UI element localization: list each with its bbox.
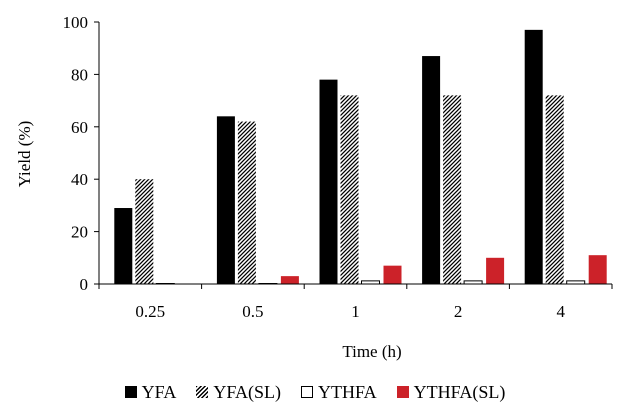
bar-yfa-sl--0.5 — [237, 121, 256, 284]
bar-yfa-sl--4 — [545, 95, 564, 284]
bar-yfa-2 — [422, 56, 441, 285]
y-tick-label: 40 — [71, 170, 88, 189]
legend-label: YFA(SL) — [213, 381, 281, 402]
plot-area — [98, 22, 612, 285]
legend-item: YFA(SL) — [196, 382, 281, 403]
x-tick-label: 0.5 — [242, 302, 263, 321]
y-tick-label: 80 — [71, 65, 88, 84]
legend-label: YTHFA(SL) — [413, 381, 506, 402]
legend-item: YFA — [124, 381, 177, 403]
y-tick-label: 20 — [71, 223, 88, 242]
x-tick-label: 0.25 — [135, 302, 165, 321]
bar-yfa-0.25 — [114, 208, 133, 284]
legend-item: YTHFA(SL) — [396, 381, 506, 403]
x-tick-label: 2 — [454, 302, 463, 321]
bar-ythfa-sl--2 — [486, 257, 505, 284]
legend-item: YTHFA — [301, 382, 377, 403]
legend-label: YTHFA — [318, 381, 377, 402]
legend-swatch — [396, 386, 409, 398]
bar-ythfa-sl--4 — [588, 255, 607, 284]
y-axis-title: Yield (%) — [15, 121, 34, 188]
x-tick-label: 4 — [556, 302, 565, 321]
bar-yfa-4 — [524, 29, 543, 284]
y-tick-label: 0 — [80, 275, 89, 294]
bar-yfa-sl--0.25 — [135, 179, 154, 284]
legend-swatch — [124, 386, 137, 398]
legend-swatch — [301, 386, 313, 398]
bar-ythfa-sl--0.5 — [280, 276, 299, 284]
bar-yfa-0.5 — [216, 116, 235, 284]
x-tick-label: 1 — [351, 302, 360, 321]
bar-chart: 0 20 40 60 80 100 0.25 0.5 1 2 4 Yield (%) Time (… — [15, 13, 613, 361]
legend-label: YFA — [141, 381, 177, 402]
x-axis-ticks: 0.25 0.5 1 2 4 — [98, 284, 613, 321]
bar-yfa-sl--2 — [443, 95, 462, 284]
legend: YFA YFA(SL) YTHFA YTHFA(SL) — [0, 380, 630, 404]
y-axis-ticks: 0 20 40 60 80 100 — [63, 13, 99, 294]
bar-yfa-sl--1 — [340, 95, 359, 284]
y-tick-label: 60 — [71, 118, 88, 137]
legend-swatch — [196, 386, 209, 398]
y-tick-label: 100 — [63, 13, 89, 32]
bar-ythfa-sl--1 — [383, 265, 402, 284]
x-axis-title: Time (h) — [342, 342, 401, 361]
bar-yfa-1 — [319, 79, 338, 284]
